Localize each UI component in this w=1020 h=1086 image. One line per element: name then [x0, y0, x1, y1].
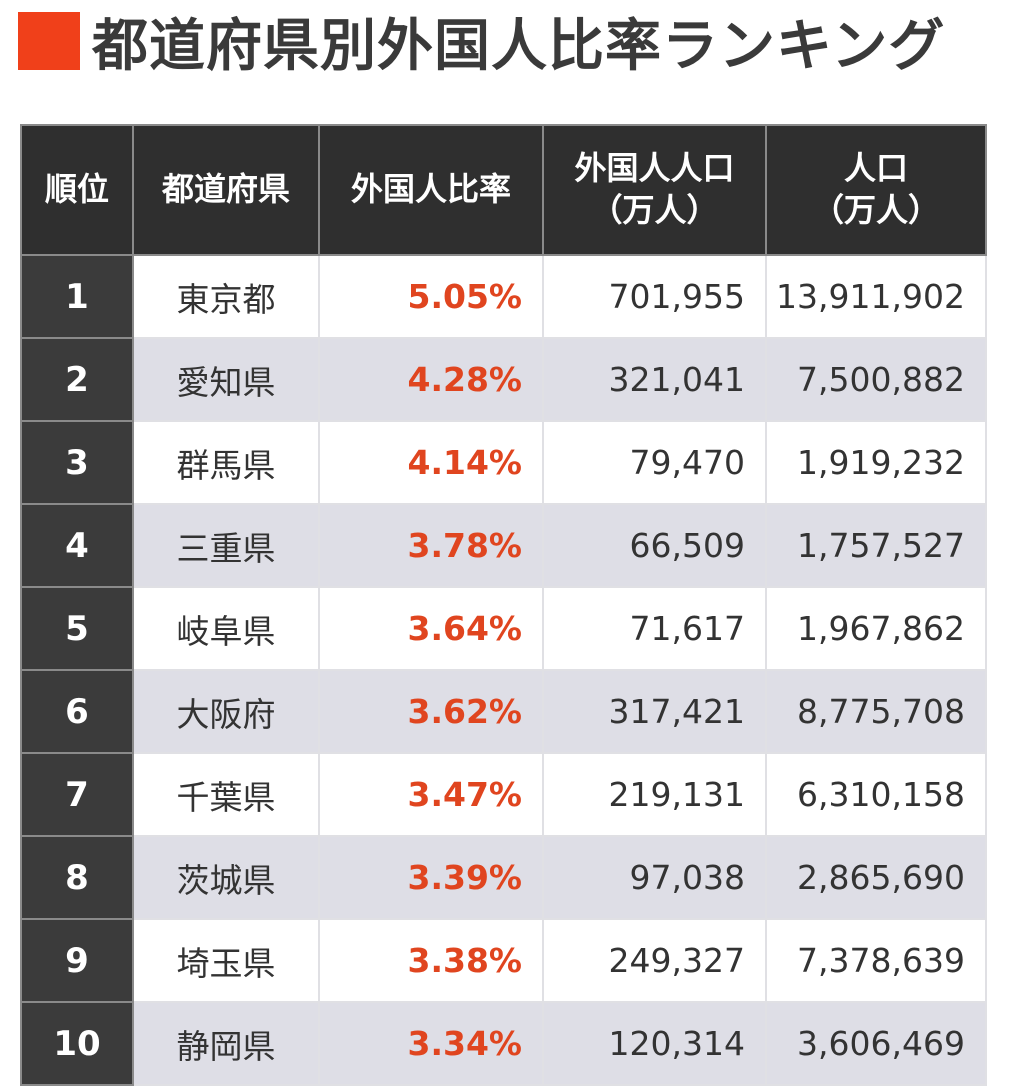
table-row: 5 岐阜県 3.64% 71,617 1,967,862 — [20, 586, 987, 671]
prefecture-cell: 愛知県 — [132, 337, 320, 422]
prefecture-cell: 岐阜県 — [132, 586, 320, 671]
foreign-ratio-cell: 5.05% — [318, 254, 544, 339]
table-row: 8 茨城県 3.39% 97,038 2,865,690 — [20, 835, 987, 920]
page-title: 都道府県別外国人比率ランキング — [92, 13, 946, 79]
rank-cell: 2 — [20, 337, 134, 422]
population-cell: 7,500,882 — [765, 337, 987, 422]
foreign-population-cell: 249,327 — [542, 918, 767, 1003]
rank-cell: 3 — [20, 420, 134, 505]
population-cell: 1,967,862 — [765, 586, 987, 671]
table-row: 6 大阪府 3.62% 317,421 8,775,708 — [20, 669, 987, 754]
population-cell: 13,911,902 — [765, 254, 987, 339]
foreign-population-cell: 317,421 — [542, 669, 767, 754]
foreign-ratio-cell: 3.64% — [318, 586, 544, 671]
title-square-marker — [18, 12, 80, 70]
foreign-ratio-cell: 3.62% — [318, 669, 544, 754]
foreign-population-cell: 219,131 — [542, 752, 767, 837]
table-row: 3 群馬県 4.14% 79,470 1,919,232 — [20, 420, 987, 505]
rank-cell: 8 — [20, 835, 134, 920]
rank-cell: 6 — [20, 669, 134, 754]
foreign-ratio-cell: 3.39% — [318, 835, 544, 920]
table-row: 2 愛知県 4.28% 321,041 7,500,882 — [20, 337, 987, 422]
prefecture-cell: 群馬県 — [132, 420, 320, 505]
population-cell: 8,775,708 — [765, 669, 987, 754]
foreign-ratio-cell: 3.78% — [318, 503, 544, 588]
population-cell: 6,310,158 — [765, 752, 987, 837]
foreign-population-cell: 120,314 — [542, 1001, 767, 1086]
foreign-population-cell: 97,038 — [542, 835, 767, 920]
header-prefecture: 都道府県 — [132, 124, 320, 256]
population-cell: 1,919,232 — [765, 420, 987, 505]
table-header-row: 順位 都道府県 外国人比率 外国人人口 （万人） 人口 （万人） — [20, 124, 987, 256]
foreign-ratio-cell: 3.38% — [318, 918, 544, 1003]
rank-cell: 1 — [20, 254, 134, 339]
foreign-population-cell: 701,955 — [542, 254, 767, 339]
prefecture-cell: 茨城県 — [132, 835, 320, 920]
prefecture-cell: 東京都 — [132, 254, 320, 339]
ranking-table: 順位 都道府県 外国人比率 外国人人口 （万人） 人口 （万人） 1 東京都 5.0… — [20, 124, 987, 1086]
prefecture-cell: 大阪府 — [132, 669, 320, 754]
foreign-population-cell: 79,470 — [542, 420, 767, 505]
rank-cell: 7 — [20, 752, 134, 837]
rank-cell: 5 — [20, 586, 134, 671]
rank-cell: 10 — [20, 1001, 134, 1086]
header-foreign-ratio: 外国人比率 — [318, 124, 544, 256]
population-cell: 1,757,527 — [765, 503, 987, 588]
table-row: 7 千葉県 3.47% 219,131 6,310,158 — [20, 752, 987, 837]
foreign-ratio-cell: 3.47% — [318, 752, 544, 837]
rank-cell: 4 — [20, 503, 134, 588]
population-cell: 7,378,639 — [765, 918, 987, 1003]
foreign-ratio-cell: 3.34% — [318, 1001, 544, 1086]
population-cell: 2,865,690 — [765, 835, 987, 920]
table-row: 10 静岡県 3.34% 120,314 3,606,469 — [20, 1001, 987, 1086]
prefecture-cell: 静岡県 — [132, 1001, 320, 1086]
prefecture-cell: 千葉県 — [132, 752, 320, 837]
header-population: 人口 （万人） — [765, 124, 987, 256]
prefecture-cell: 埼玉県 — [132, 918, 320, 1003]
foreign-population-cell: 71,617 — [542, 586, 767, 671]
foreign-ratio-cell: 4.28% — [318, 337, 544, 422]
foreign-population-cell: 321,041 — [542, 337, 767, 422]
population-cell: 3,606,469 — [765, 1001, 987, 1086]
rank-cell: 9 — [20, 918, 134, 1003]
header-foreign-population: 外国人人口 （万人） — [542, 124, 767, 256]
table-row: 4 三重県 3.78% 66,509 1,757,527 — [20, 503, 987, 588]
table-row: 1 東京都 5.05% 701,955 13,911,902 — [20, 254, 987, 339]
foreign-ratio-cell: 4.14% — [318, 420, 544, 505]
page-title-block: 都道府県別外国人比率ランキング — [18, 8, 945, 79]
foreign-population-cell: 66,509 — [542, 503, 767, 588]
table-row: 9 埼玉県 3.38% 249,327 7,378,639 — [20, 918, 987, 1003]
header-rank: 順位 — [20, 124, 134, 256]
prefecture-cell: 三重県 — [132, 503, 320, 588]
